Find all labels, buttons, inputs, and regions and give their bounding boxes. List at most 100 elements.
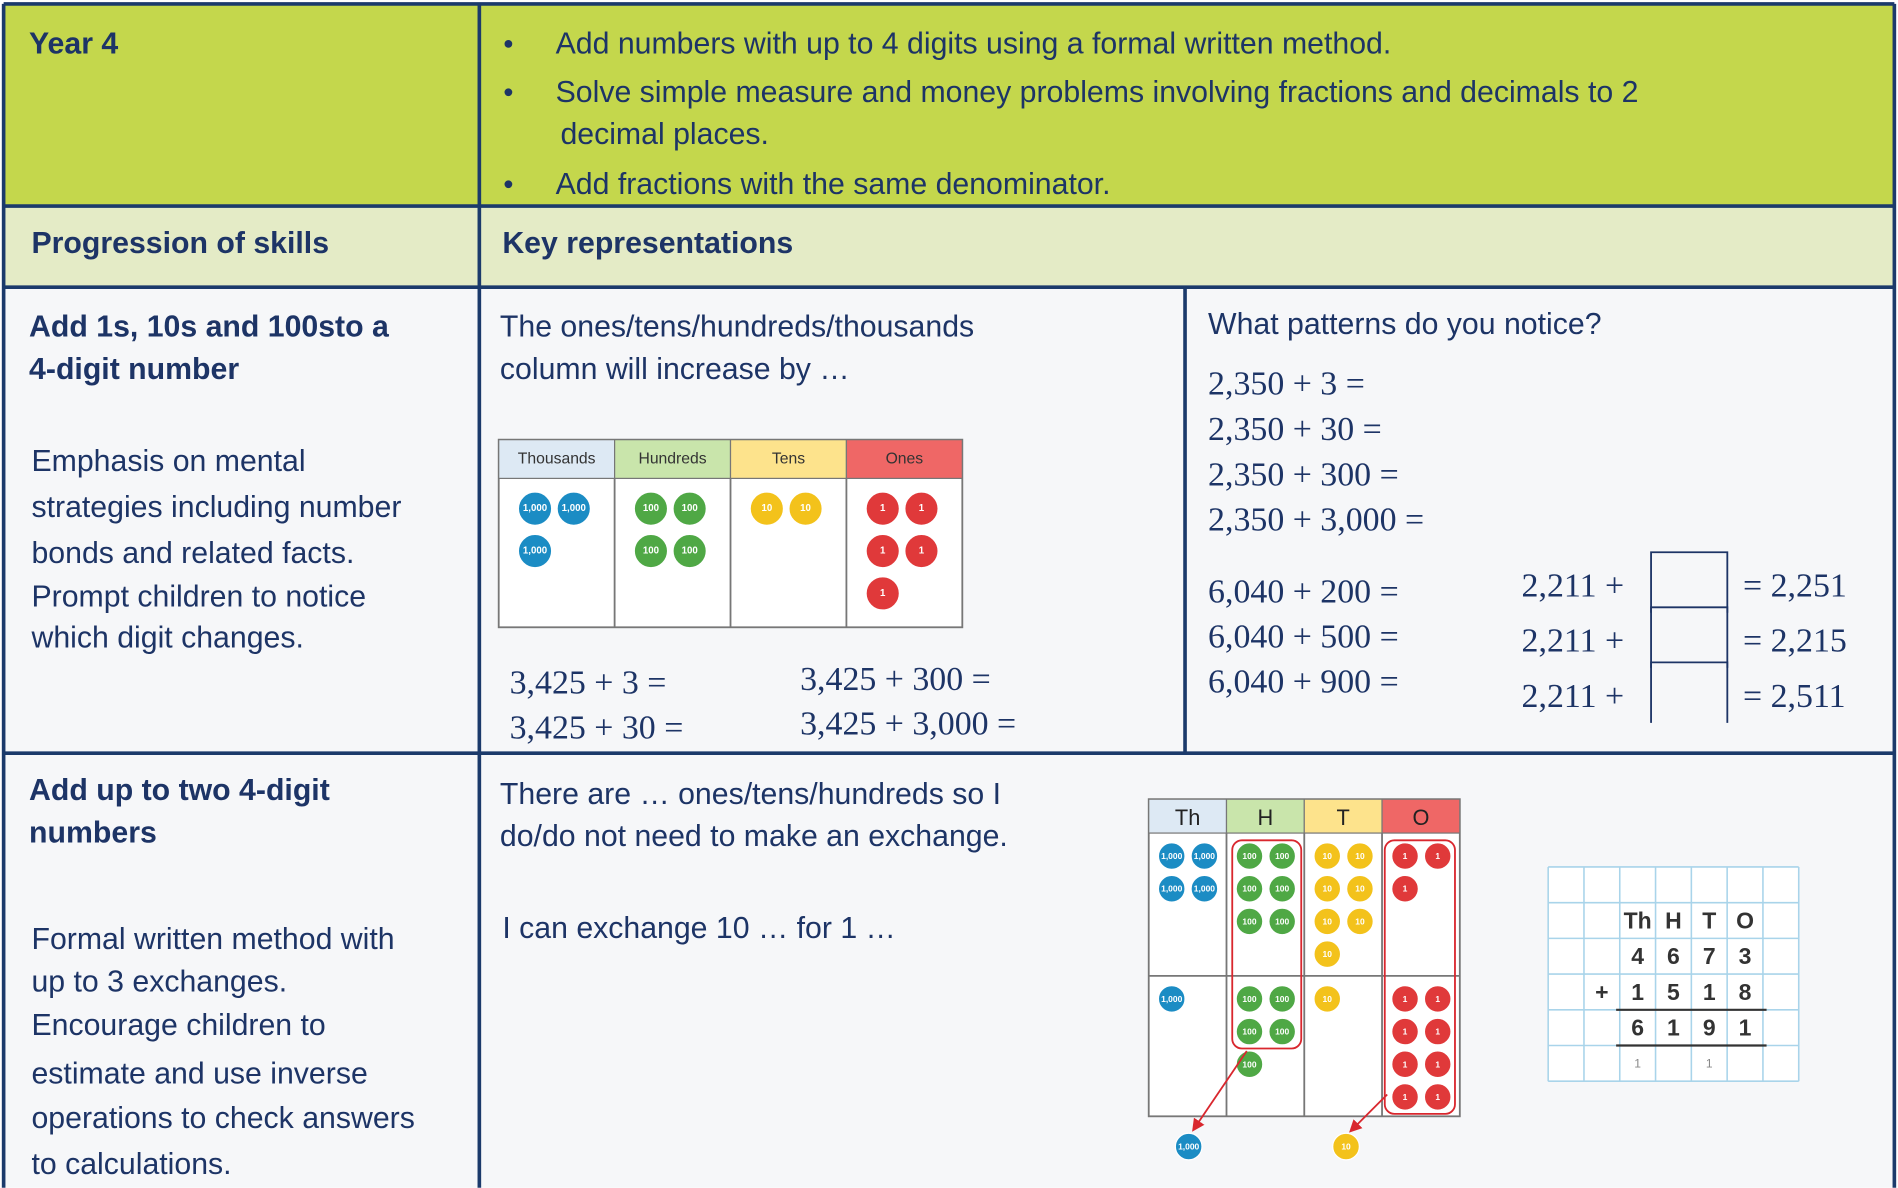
counter-label: 1: [1403, 1059, 1408, 1069]
counter-label: 100: [1242, 916, 1256, 926]
pv-heading: T: [1337, 805, 1350, 830]
equation: 3,425 + 30 =: [510, 709, 684, 746]
grid-digit: T: [1702, 908, 1716, 934]
counter-label: 100: [643, 503, 659, 514]
counter-label: 1: [1403, 994, 1408, 1004]
skill-note: strategies including number: [31, 491, 401, 524]
counter: [1268, 907, 1297, 936]
pv-heading: Ones: [886, 451, 924, 468]
counter-label: 10: [1323, 916, 1333, 926]
counter: [1190, 874, 1219, 903]
grid-digit: 3: [1739, 943, 1752, 969]
objective: Add numbers with up to 4 digits using a …: [556, 27, 1392, 60]
counter-label: 1,000: [523, 546, 547, 557]
counter: [1235, 907, 1264, 936]
counter-label: 10: [1323, 884, 1333, 894]
counter-label: 100: [682, 546, 698, 557]
equation: = 2,215: [1743, 623, 1847, 660]
counter-label: 1: [1435, 1027, 1440, 1037]
equation: 3,425 + 300 =: [800, 661, 991, 698]
pv-heading: Hundreds: [638, 451, 706, 468]
counter: [1235, 842, 1264, 870]
counter-label: 100: [1242, 994, 1256, 1004]
counter: [633, 533, 669, 569]
equation: 3,425 + 3,000 =: [800, 706, 1016, 743]
grid-digit: 1: [1703, 979, 1716, 1005]
counter: [1235, 874, 1264, 903]
counter-label: 1: [919, 546, 925, 557]
counter: [1157, 984, 1186, 1013]
grid-digit: 1: [1631, 979, 1644, 1005]
exchange-group: [1231, 839, 1303, 1050]
equation: 2,211 +: [1522, 678, 1625, 715]
counter: [864, 575, 901, 612]
pv-heading-bg: [498, 439, 616, 480]
skill-title: numbers: [29, 817, 157, 850]
counter: [1313, 907, 1342, 936]
counter-label: 10: [1323, 949, 1333, 959]
objective: Add fractions with the same denominator.: [556, 168, 1111, 201]
skill-note: to calculations.: [31, 1148, 231, 1181]
counter-label: 100: [1275, 916, 1289, 926]
equation: 2,211 +: [1522, 623, 1625, 660]
equation: 2,350 + 3 =: [1208, 365, 1365, 402]
grid-digit: O: [1736, 908, 1754, 934]
bullet: [504, 180, 513, 189]
answer-box: [1650, 551, 1729, 613]
grid-digit: 8: [1739, 979, 1752, 1005]
equation: 2,350 + 300 =: [1208, 456, 1399, 493]
exchange-arrow: [1192, 1050, 1248, 1132]
counter-label: 1: [1403, 851, 1408, 861]
skill-note: Formal written method with: [31, 923, 394, 956]
counter: [1235, 984, 1264, 1013]
skill-note: operations to check answers: [31, 1102, 414, 1135]
counter-label: 100: [1275, 851, 1289, 861]
counter-label: 100: [1242, 1027, 1256, 1037]
counter-label: 1,000: [1178, 1142, 1199, 1152]
pv-heading-bg: [1381, 798, 1461, 834]
counter: [1313, 874, 1342, 903]
counter-label: 10: [1323, 851, 1333, 861]
counter-label: 1,000: [1161, 851, 1182, 861]
pv-heading-bg: [1303, 798, 1383, 834]
year-title: Year 4: [29, 27, 118, 60]
counter: [1174, 1132, 1203, 1161]
counter: [1391, 1050, 1419, 1079]
exchange-arrow: [1349, 1093, 1388, 1133]
grid-digit: 9: [1703, 1015, 1716, 1041]
counter-label: 100: [1275, 1027, 1289, 1037]
pv-heading: Th: [1175, 805, 1200, 830]
skill-note: Encourage children to: [31, 1009, 325, 1042]
counter: [1391, 1083, 1419, 1111]
equation: 6,040 + 900 =: [1208, 663, 1399, 700]
counter: [903, 533, 940, 569]
answer-box: [1650, 606, 1729, 668]
skill-note: Emphasis on mental: [31, 445, 305, 478]
counter: [671, 533, 708, 569]
skill-note: bonds and related facts.: [31, 537, 354, 570]
counter-label: 10: [1355, 916, 1365, 926]
counter: [1313, 984, 1342, 1013]
objective: decimal places.: [560, 118, 768, 151]
counter-label: 1,000: [1161, 884, 1182, 894]
grid-digit: 6: [1667, 943, 1680, 969]
counter-label: 100: [1242, 851, 1256, 861]
counter: [1332, 1132, 1360, 1161]
exchange-group: [1383, 839, 1456, 1115]
counter: [1346, 907, 1374, 936]
counter: [1313, 940, 1342, 969]
counter-label: 100: [1275, 994, 1289, 1004]
counter: [787, 490, 824, 527]
prompt: The ones/tens/hundreds/thousands: [500, 311, 974, 344]
counter: [1157, 842, 1186, 870]
equation: 6,040 + 200 =: [1208, 574, 1399, 611]
counter: [1391, 842, 1419, 870]
counter-label: 1: [1435, 994, 1440, 1004]
pv-heading: Thousands: [518, 451, 596, 468]
grid-digit: 7: [1703, 943, 1716, 969]
counter: [1268, 842, 1297, 870]
counter-label: 100: [643, 546, 659, 557]
prompt: do/do not need to make an exchange.: [500, 820, 1008, 853]
counter: [517, 533, 553, 569]
